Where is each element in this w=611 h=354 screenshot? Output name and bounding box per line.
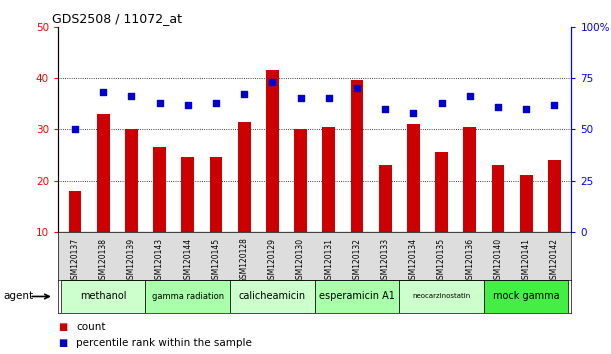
Bar: [210, 158, 222, 232]
Bar: [520, 175, 533, 232]
Bar: [238, 121, 251, 232]
Text: GDS2508 / 11072_at: GDS2508 / 11072_at: [52, 12, 182, 25]
Text: GSM120134: GSM120134: [409, 238, 418, 284]
Point: [126, 93, 136, 99]
Text: neocarzinostatin: neocarzinostatin: [412, 293, 470, 299]
Bar: [463, 127, 476, 232]
Text: count: count: [76, 322, 106, 332]
Text: calicheamicin: calicheamicin: [239, 291, 306, 302]
Bar: [61, 280, 145, 313]
Text: GSM120142: GSM120142: [550, 238, 559, 284]
Point: [98, 90, 108, 95]
Bar: [323, 127, 335, 232]
Bar: [230, 280, 315, 313]
Point: [409, 110, 419, 116]
Point: [240, 91, 249, 97]
Bar: [315, 280, 399, 313]
Point: [268, 79, 277, 85]
Text: GSM120137: GSM120137: [70, 238, 79, 284]
Text: mock gamma: mock gamma: [493, 291, 560, 302]
Bar: [153, 147, 166, 232]
Bar: [266, 70, 279, 232]
Point: [380, 106, 390, 112]
Text: methanol: methanol: [80, 291, 126, 302]
Text: GSM120145: GSM120145: [211, 238, 221, 284]
Bar: [145, 280, 230, 313]
Text: GSM120133: GSM120133: [381, 238, 390, 284]
Point: [70, 126, 80, 132]
Point: [352, 85, 362, 91]
Point: [296, 96, 306, 101]
Text: agent: agent: [3, 291, 33, 302]
Bar: [295, 129, 307, 232]
Bar: [435, 152, 448, 232]
Text: ■: ■: [58, 322, 67, 332]
Bar: [379, 165, 392, 232]
Text: gamma radiation: gamma radiation: [152, 292, 224, 301]
Text: GSM120139: GSM120139: [127, 238, 136, 284]
Text: GSM120140: GSM120140: [494, 238, 502, 284]
Point: [155, 100, 164, 105]
Text: GSM120144: GSM120144: [183, 238, 192, 284]
Text: GSM120143: GSM120143: [155, 238, 164, 284]
Bar: [407, 124, 420, 232]
Bar: [492, 165, 504, 232]
Text: esperamicin A1: esperamicin A1: [319, 291, 395, 302]
Point: [521, 106, 531, 112]
Point: [324, 96, 334, 101]
Text: GSM120132: GSM120132: [353, 238, 362, 284]
Point: [211, 100, 221, 105]
Point: [549, 102, 559, 107]
Text: GSM120128: GSM120128: [240, 238, 249, 284]
Bar: [351, 80, 364, 232]
Text: ■: ■: [58, 338, 67, 348]
Bar: [68, 191, 81, 232]
Text: percentile rank within the sample: percentile rank within the sample: [76, 338, 252, 348]
Point: [437, 100, 447, 105]
Bar: [484, 280, 568, 313]
Text: GSM120138: GSM120138: [98, 238, 108, 284]
Point: [465, 93, 475, 99]
Point: [493, 104, 503, 109]
Text: GSM120136: GSM120136: [465, 238, 474, 284]
Text: GSM120130: GSM120130: [296, 238, 305, 284]
Text: GSM120141: GSM120141: [522, 238, 531, 284]
Text: GSM120129: GSM120129: [268, 238, 277, 284]
Bar: [399, 280, 484, 313]
Bar: [97, 114, 109, 232]
Point: [183, 102, 192, 107]
Bar: [548, 160, 561, 232]
Text: GSM120135: GSM120135: [437, 238, 446, 284]
Bar: [181, 158, 194, 232]
Bar: [125, 129, 137, 232]
Text: GSM120131: GSM120131: [324, 238, 333, 284]
